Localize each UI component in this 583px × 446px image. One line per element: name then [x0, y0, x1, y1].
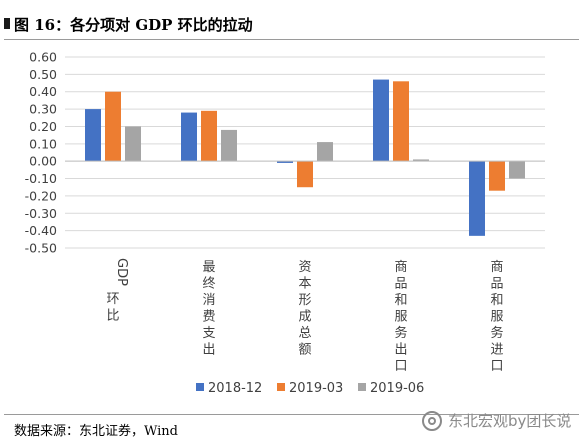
y-tick-label: 0.30 [29, 102, 57, 117]
bar-2019-03-4 [489, 161, 505, 191]
x-category-char: 终 [202, 276, 215, 292]
x-category-char: 商 [394, 260, 407, 275]
y-tick-label: 0.00 [29, 154, 57, 169]
x-category-char: 进 [490, 343, 503, 358]
x-category-char: 费 [202, 310, 215, 325]
header-marker [4, 18, 10, 29]
x-category-label: GDP 环比 [106, 258, 129, 324]
gridlines [65, 56, 545, 249]
data-source: 数据来源：东北证券，Wind [14, 424, 178, 439]
x-category-char: 口 [490, 359, 503, 374]
legend-swatch-2018-12 [196, 383, 204, 391]
x-category-char: 出 [394, 343, 407, 358]
y-tick-label: -0.40 [25, 223, 57, 238]
bar-2019-03-2 [297, 161, 313, 188]
bar-2019-06-3 [413, 159, 429, 162]
x-category-char: 和 [394, 293, 407, 308]
bar-2019-06-4 [509, 161, 525, 179]
x-category-char: 口 [394, 359, 407, 374]
bar-2019-03-0 [105, 91, 121, 162]
figure-title: 图 16：各分项对 GDP 环比的拉动 [14, 16, 253, 34]
y-tick-label: -0.50 [25, 241, 57, 256]
x-category-char: 比 [106, 309, 119, 324]
x-category-char: 和 [490, 293, 503, 308]
x-category-char: 环 [106, 292, 119, 307]
x-category-char: 品 [394, 277, 407, 292]
bar-2019-03-1 [201, 110, 217, 162]
bar-2019-06-2 [317, 142, 333, 162]
y-tick-label: 0.60 [29, 50, 57, 65]
x-category-char: 额 [298, 343, 311, 358]
y-tick-label: 0.40 [29, 84, 57, 99]
y-tick-label: -0.10 [25, 171, 57, 186]
bar-2018-12-3 [373, 79, 389, 162]
bar-2019-06-1 [221, 129, 237, 162]
y-tick-label: 0.10 [29, 136, 57, 151]
header-divider [4, 39, 579, 40]
y-axis-tick-labels: 0.60 0.50 0.40 0.30 0.20 0.10 0.00 -0.10 -0.20 -0… [25, 50, 57, 256]
watermark-text: 东北宏观by团长说 [448, 412, 572, 430]
footer-divider [4, 414, 579, 415]
x-category-label-latin: GDP [114, 258, 129, 286]
y-tick-label: 0.20 [29, 119, 57, 134]
legend-swatch-2019-03 [277, 383, 285, 391]
x-category-char: 品 [490, 277, 503, 292]
x-category-char: 商 [490, 260, 503, 275]
legend-label: 2019-03 [289, 381, 343, 396]
bar-2018-12-0 [85, 109, 101, 162]
bar-2018-12-1 [181, 112, 197, 162]
x-category-char: 支 [202, 326, 215, 341]
legend-swatch-2019-06 [358, 383, 366, 391]
x-category-char: 务 [394, 325, 407, 341]
figure-header: 图 16：各分项对 GDP 环比的拉动 [0, 0, 583, 40]
x-category-char: 消 [202, 293, 215, 308]
legend: 2018-12 2019-03 2019-06 [196, 381, 424, 396]
y-tick-label: -0.30 [25, 206, 57, 221]
x-category-char: 本 [298, 277, 311, 292]
x-category-char: 务 [490, 325, 503, 341]
x-category-char: 资 [298, 260, 311, 275]
legend-label: 2018-12 [208, 381, 262, 396]
x-category-char: 服 [490, 310, 503, 325]
y-tick-label: -0.20 [25, 188, 57, 203]
bar-2018-12-4 [469, 161, 485, 236]
y-tick-label: 0.50 [29, 67, 57, 82]
bars [85, 79, 525, 236]
x-category-char: 总 [298, 326, 311, 341]
bar-2019-03-3 [393, 81, 409, 162]
bar-2019-06-0 [125, 126, 141, 162]
x-category-char: 形 [298, 293, 311, 308]
bar-2018-12-2 [277, 161, 293, 163]
x-category-char: 成 [298, 310, 311, 325]
watermark: 东北宏观by团长说 [422, 410, 571, 431]
x-category-char: 最 [202, 260, 215, 275]
x-category-char: 服 [394, 310, 407, 325]
legend-label: 2019-06 [370, 381, 424, 396]
x-category-char: 出 [202, 343, 215, 358]
wechat-icon [422, 410, 442, 431]
